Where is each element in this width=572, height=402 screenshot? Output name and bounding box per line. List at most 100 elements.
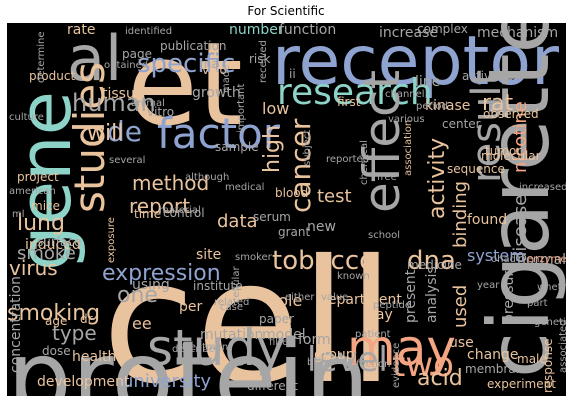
word-animal: animal (131, 98, 165, 109)
word-patient: patient (355, 329, 391, 340)
word-center: center (442, 117, 481, 131)
word-response: response (541, 338, 555, 393)
word-complex: complex (417, 23, 468, 36)
word-age: age (45, 314, 68, 328)
word-rate: rate (67, 23, 96, 38)
word-lung: lung (17, 211, 65, 236)
word-institute: institute (193, 279, 243, 293)
word-form: form (298, 332, 331, 348)
word-activation: activation (462, 69, 522, 83)
word-association: association (403, 119, 414, 176)
word-determine: determine (36, 31, 47, 83)
word-ee: ee (132, 314, 152, 333)
word-method: method (132, 171, 210, 195)
word-evidence: evidence (391, 342, 402, 388)
word-school: school (368, 230, 401, 241)
word-brain: brain (307, 357, 333, 368)
word-increase: increase (379, 25, 439, 41)
word-experiment: experiment (487, 377, 556, 391)
word-department: department (319, 292, 402, 308)
word-one: one (117, 283, 158, 308)
word-et: et (127, 23, 243, 152)
word-described: described (172, 344, 221, 355)
chart-title: For Scientific (247, 4, 325, 18)
word-model: model (262, 327, 306, 343)
word-analysis: analysis (424, 266, 440, 323)
word-culture: culture (9, 112, 44, 123)
word-material: material (159, 205, 201, 216)
word-received: received (258, 40, 269, 83)
word-page: page (122, 47, 152, 61)
word-ii: ii (289, 67, 296, 81)
word-blood: blood (275, 186, 309, 200)
word-mice: mice (31, 199, 61, 213)
word-several: several (109, 155, 146, 166)
word-receptor: receptor (272, 23, 559, 101)
word-case: case (220, 302, 243, 313)
word-dna: dna (407, 246, 456, 276)
word-risk: risk (249, 52, 271, 66)
word-value: value (321, 292, 349, 303)
word-report: report (129, 194, 191, 218)
word-cell: cell (102, 224, 395, 396)
word-factor: factor (157, 109, 281, 158)
word-molecular: molecular (481, 149, 541, 163)
word-role: role (272, 291, 303, 310)
word-protein: protein (7, 319, 370, 397)
word-whether: whether (537, 282, 566, 293)
word-smoker: smoker (235, 252, 272, 263)
word-used: used (450, 284, 471, 328)
word-various: various (388, 114, 425, 125)
word-period: period (416, 101, 448, 112)
word-time: time (134, 207, 162, 221)
word-ml: ml (12, 209, 25, 220)
word-expression: expression (102, 261, 221, 286)
word-cloud-canvas: cell protein et receptor gene al cigarette stud… (7, 23, 566, 396)
word-publication: publication (160, 39, 227, 53)
word-present: present (403, 269, 419, 323)
word-vitro: vitro (147, 105, 175, 119)
word-system: system (467, 246, 525, 265)
word-smoke: smoke (17, 243, 76, 264)
word-will: will (87, 121, 124, 146)
word-known: known (337, 271, 370, 282)
word-control: control (163, 206, 205, 220)
word-use: use (449, 335, 474, 351)
word-rat: rat (482, 91, 514, 116)
word-product: product (29, 69, 76, 83)
word-related: related (214, 297, 250, 308)
word-mechanism: mechanism (477, 25, 559, 41)
word-year: year (477, 280, 500, 291)
word-function: function (279, 23, 337, 38)
word-acid: acid (417, 366, 463, 391)
word-part: part (527, 298, 548, 309)
word-activity: activity (425, 137, 450, 219)
word-treatment: treatment (182, 342, 233, 353)
word-low: low (262, 99, 290, 118)
word-tobacco: tobacco (272, 246, 376, 276)
word-grant: grant (278, 225, 311, 239)
word-development: development (37, 374, 130, 390)
word-al: al (67, 23, 123, 95)
word-made: made (221, 64, 232, 93)
word-induced: induced (25, 237, 81, 253)
word-mutation: mutation (200, 327, 264, 343)
word-rna: rna (199, 57, 219, 71)
word-data: data (217, 211, 258, 232)
word-high: high (260, 125, 285, 173)
word-medical: medical (225, 182, 265, 193)
word-increased: increased (519, 182, 566, 193)
word-test: test (317, 186, 352, 207)
word-cellular: cellular (231, 266, 242, 303)
word-enzyme: enzyme (527, 254, 566, 265)
word-either: either (285, 292, 315, 303)
word-medicine: medicine (407, 258, 462, 272)
word-project: project (17, 170, 59, 184)
word-day: day (367, 307, 393, 323)
word-observed: observed (483, 107, 539, 121)
word-exposure: exposure (106, 217, 117, 263)
word-important: important (236, 83, 247, 133)
word-male: male (517, 352, 547, 366)
word-group: group (314, 347, 355, 363)
word-serum: serum (253, 210, 291, 224)
